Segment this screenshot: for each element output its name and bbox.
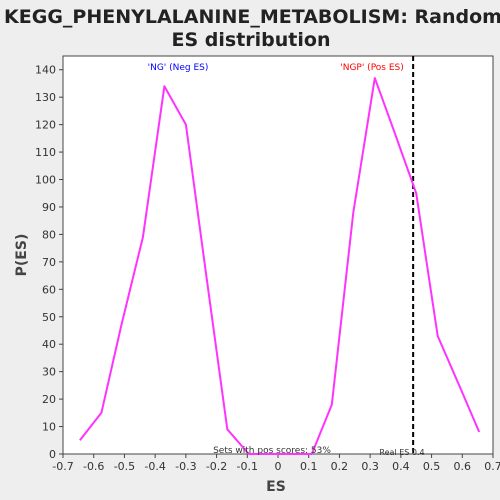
x-axis: -0.7 -0.6 -0.5 -0.4 -0.3 -0.2 -0.1 0 0.1 0.2 0.3 0.… — [52, 454, 500, 473]
x-tick-label: 0.3 — [361, 460, 379, 473]
x-tick-label: -0.4 — [144, 460, 165, 473]
x-axis-label: ES — [266, 479, 286, 495]
y-tick-label: 120 — [35, 119, 56, 132]
x-tick-label: -0.7 — [52, 460, 73, 473]
chart-title-line2: ES distribution — [172, 29, 331, 51]
y-axis: 0 10 20 30 40 50 60 70 80 90 100 110 120 130 140 — [35, 64, 63, 461]
pos-es-label: 'NGP' (Pos ES) — [340, 63, 404, 73]
x-tick-label: -0.6 — [83, 460, 104, 473]
x-tick-label: 0.4 — [392, 460, 410, 473]
y-tick-label: 90 — [42, 201, 56, 214]
y-tick-label: 110 — [35, 146, 56, 159]
y-tick-label: 130 — [35, 91, 56, 104]
y-tick-label: 10 — [42, 421, 56, 434]
y-axis-label: P(ES) — [14, 234, 30, 277]
x-tick-label: 0 — [275, 460, 282, 473]
y-tick-label: 20 — [42, 393, 56, 406]
y-tick-label: 30 — [42, 366, 56, 379]
real-es-label: Real ES 0.4 — [379, 448, 424, 457]
x-tick-label: -0.5 — [114, 460, 135, 473]
y-tick-label: 100 — [35, 174, 56, 187]
y-tick-label: 70 — [42, 256, 56, 269]
y-tick-label: 50 — [42, 311, 56, 324]
chart-title-line1: KEGG_PHENYLALANINE_METABOLISM: Random — [4, 6, 500, 28]
y-tick-label: 0 — [49, 448, 56, 461]
y-tick-label: 60 — [42, 283, 56, 296]
neg-es-label: 'NG' (Neg ES) — [148, 63, 209, 73]
plot-area — [62, 55, 494, 455]
x-tick-label: -0.3 — [175, 460, 196, 473]
x-tick-label: 0.2 — [331, 460, 349, 473]
x-tick-label: -0.2 — [206, 460, 227, 473]
x-tick-label: 0.6 — [454, 460, 472, 473]
y-tick-label: 40 — [42, 338, 56, 351]
x-tick-label: 0.5 — [423, 460, 441, 473]
y-tick-label: 140 — [35, 64, 56, 77]
series-group — [79, 77, 481, 455]
es-distribution-line — [79, 77, 481, 455]
pos-scores-annotation: Sets with pos scores: 53% — [213, 446, 331, 456]
x-tick-label: 0.7 — [484, 460, 500, 473]
x-tick-label: 0.1 — [300, 460, 318, 473]
y-tick-label: 80 — [42, 228, 56, 241]
x-tick-label: -0.1 — [237, 460, 258, 473]
